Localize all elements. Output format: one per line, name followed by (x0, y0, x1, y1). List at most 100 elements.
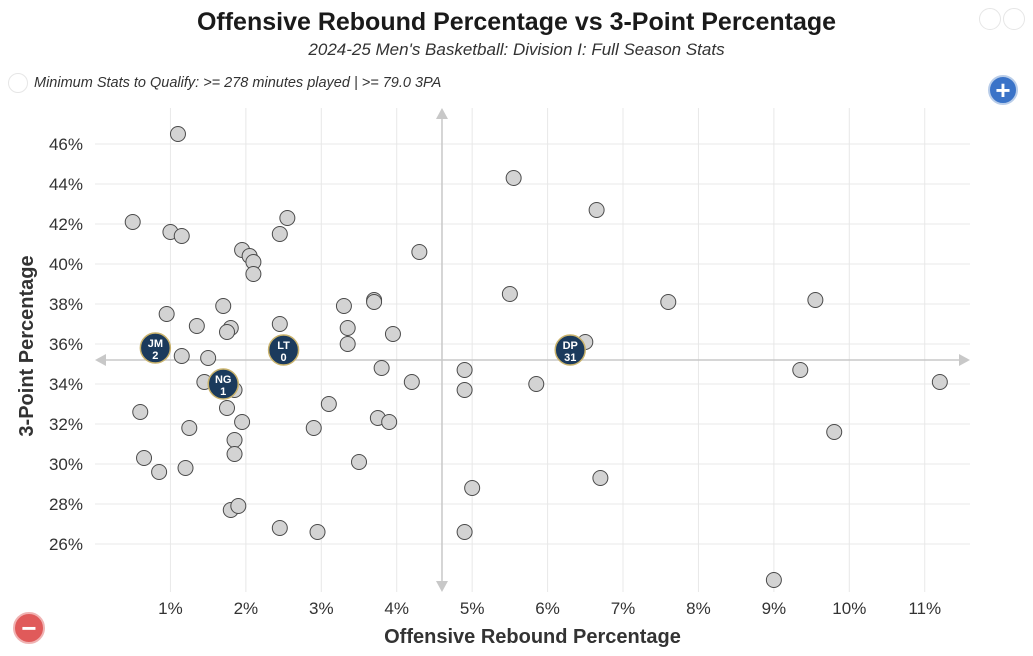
highlighted-player-marker[interactable]: JM2 (139, 332, 172, 364)
data-point[interactable] (456, 362, 473, 378)
data-point[interactable] (505, 170, 522, 186)
y-tick-label: 46% (49, 135, 83, 154)
axis-ticks: 1% 2% 3% 4% 5% 6% 7% 8% 9% 10% 11% 26% 28% 30% 32% 34% 3… (49, 135, 941, 618)
x-tick-label: 9% (762, 599, 787, 618)
data-point[interactable] (305, 420, 322, 436)
data-point[interactable] (528, 376, 545, 392)
data-point[interactable] (501, 286, 518, 302)
highlighted-player-marker[interactable]: NG1 (207, 368, 239, 400)
player-marker-circle (207, 368, 239, 400)
y-axis-title: 3-Point Percentage (16, 255, 38, 436)
y-tick-label: 26% (49, 535, 83, 554)
data-point[interactable] (226, 446, 243, 462)
data-point[interactable] (132, 404, 149, 420)
chart-subtitle: 2024-25 Men's Basketball: Division I: Fu… (308, 40, 725, 59)
arrow-down-icon (435, 581, 448, 592)
data-point[interactable] (158, 306, 175, 322)
reference-crosshair (95, 108, 970, 592)
x-axis-title: Offensive Rebound Percentage (384, 626, 681, 648)
data-point[interactable] (200, 350, 217, 366)
chart-title: Offensive Rebound Percentage vs 3-Point … (196, 8, 837, 36)
player-marker-circle (267, 334, 300, 366)
data-point[interactable] (215, 298, 232, 314)
arrow-left-icon (95, 354, 106, 366)
player-marker-circle (554, 334, 586, 366)
data-point[interactable] (230, 498, 247, 514)
data-point[interactable] (124, 214, 141, 230)
highlighted-player-marker[interactable]: LT0 (267, 334, 300, 366)
zoom-out-button[interactable]: − (13, 612, 45, 644)
data-point[interactable] (366, 294, 383, 310)
option-circle-icon[interactable] (979, 8, 1001, 30)
x-tick-label: 3% (309, 599, 334, 618)
data-point[interactable] (351, 454, 368, 470)
data-point[interactable] (456, 524, 473, 540)
x-tick-label: 2% (234, 599, 259, 618)
data-point[interactable] (271, 520, 288, 536)
player-initials: LT (277, 340, 290, 352)
data-point[interactable] (456, 382, 473, 398)
data-point[interactable] (151, 464, 168, 480)
player-initials: DP (563, 340, 578, 352)
data-point[interactable] (588, 202, 605, 218)
data-point[interactable] (320, 396, 337, 412)
data-point[interactable] (219, 400, 236, 416)
data-point[interactable] (335, 298, 352, 314)
data-point[interactable] (826, 424, 843, 440)
player-number: 1 (220, 386, 226, 398)
qualifier-note: Minimum Stats to Qualify: >= 278 minutes… (8, 72, 441, 94)
zoom-in-button[interactable]: + (988, 75, 1018, 105)
x-tick-label: 10% (832, 599, 866, 618)
data-point[interactable] (403, 374, 420, 390)
data-point[interactable] (177, 460, 194, 476)
y-tick-label: 28% (49, 495, 83, 514)
x-tick-label: 1% (158, 599, 183, 618)
data-point[interactable] (234, 414, 251, 430)
data-point[interactable] (279, 210, 296, 226)
data-point[interactable] (339, 336, 356, 352)
data-point[interactable] (765, 572, 782, 588)
y-tick-label: 40% (49, 255, 83, 274)
option-circle-icon[interactable] (1003, 8, 1025, 30)
x-tick-label: 11% (908, 599, 941, 618)
data-points (124, 126, 948, 588)
data-point[interactable] (381, 414, 398, 430)
data-point[interactable] (245, 266, 262, 282)
data-point[interactable] (219, 324, 236, 340)
data-point[interactable] (271, 316, 288, 332)
arrow-right-icon (959, 354, 970, 366)
data-point[interactable] (136, 450, 153, 466)
data-point[interactable] (660, 294, 677, 310)
data-point[interactable] (384, 326, 401, 342)
y-tick-label: 36% (49, 335, 83, 354)
data-point[interactable] (592, 470, 609, 486)
player-number: 0 (281, 352, 287, 364)
data-point[interactable] (173, 348, 190, 364)
data-point[interactable] (339, 320, 356, 336)
arrow-up-icon (435, 108, 448, 119)
data-point[interactable] (226, 432, 243, 448)
y-tick-label: 30% (49, 455, 83, 474)
data-point[interactable] (792, 362, 809, 378)
data-point[interactable] (931, 374, 948, 390)
data-point[interactable] (373, 360, 390, 376)
x-tick-label: 6% (535, 599, 560, 618)
y-tick-label: 38% (49, 295, 83, 314)
filter-toggle-icon[interactable] (8, 73, 28, 93)
data-point[interactable] (309, 524, 326, 540)
data-point[interactable] (807, 292, 824, 308)
y-tick-label: 34% (49, 375, 83, 394)
player-marker-circle (139, 332, 172, 364)
data-point[interactable] (169, 126, 186, 142)
data-point[interactable] (181, 420, 198, 436)
player-number: 31 (564, 352, 576, 364)
data-point[interactable] (271, 226, 288, 242)
y-tick-label: 42% (49, 215, 83, 234)
data-point[interactable] (411, 244, 428, 260)
data-point[interactable] (464, 480, 481, 496)
data-point[interactable] (173, 228, 190, 244)
data-point[interactable] (188, 318, 205, 334)
